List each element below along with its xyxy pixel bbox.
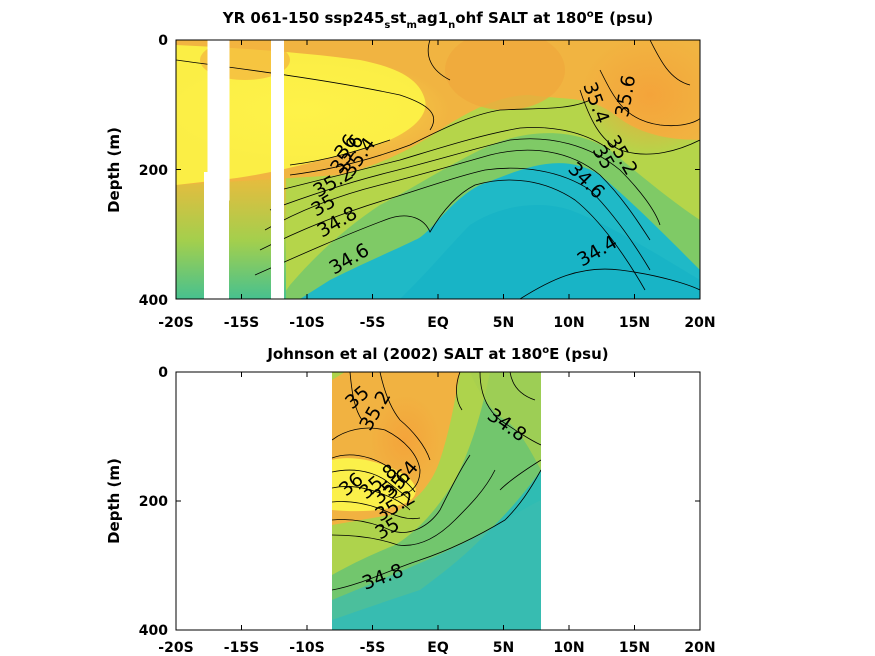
x-tick-label: 15N bbox=[619, 640, 650, 656]
panel-top-field: 36 35.6 35.4 35.2 35 34.8 34.6 34.4 35.4… bbox=[176, 40, 700, 299]
x-tick-label: 20N bbox=[684, 640, 715, 656]
x-tick-label: -10S bbox=[289, 315, 324, 331]
panel-bottom-xticks: -20S -15S -10S -5S EQ 5N 10N 15N 20N bbox=[158, 640, 715, 656]
panel-top-title: YR 061-150 ssp245sstmag1nohf SALT at 180… bbox=[222, 9, 653, 31]
y-tick-label: 400 bbox=[139, 623, 168, 639]
panel-bottom-field: 35 35.2 36 35.8 35.6 35.4 35.2 35 34.8 3… bbox=[332, 372, 541, 630]
panel-bottom-ticks bbox=[176, 372, 700, 630]
x-tick-label: 10N bbox=[553, 315, 584, 331]
panel-top-ylabel: Depth (m) bbox=[105, 127, 123, 213]
y-tick-label: 0 bbox=[158, 33, 168, 49]
y-tick-label: 200 bbox=[139, 494, 168, 510]
x-tick-label: -20S bbox=[158, 315, 193, 331]
panel-bottom: Johnson et al (2002) SALT at 180oE (psu) bbox=[105, 345, 716, 656]
y-tick-label: 200 bbox=[139, 163, 168, 179]
panel-bottom-yticks: 0 200 400 bbox=[139, 365, 168, 639]
x-tick-label: -20S bbox=[158, 640, 193, 656]
panel-bottom-ylabel: Depth (m) bbox=[105, 458, 123, 544]
x-tick-label: EQ bbox=[427, 315, 449, 331]
y-tick-label: 0 bbox=[158, 365, 168, 381]
x-tick-label: 15N bbox=[619, 315, 650, 331]
x-tick-label: -15S bbox=[224, 315, 259, 331]
missing-column bbox=[271, 40, 284, 299]
panel-top: YR 061-150 ssp245sstmag1nohf SALT at 180… bbox=[105, 9, 716, 331]
x-tick-label: 10N bbox=[553, 640, 584, 656]
panel-top-ticks bbox=[176, 40, 700, 299]
missing-column bbox=[204, 172, 229, 299]
x-tick-label: -15S bbox=[224, 640, 259, 656]
x-tick-label: 5N bbox=[493, 640, 514, 656]
panel-top-yticks: 0 200 400 bbox=[139, 33, 168, 309]
x-tick-label: -10S bbox=[289, 640, 324, 656]
x-tick-label: 5N bbox=[493, 315, 514, 331]
panel-bottom-title: Johnson et al (2002) SALT at 180oE (psu) bbox=[266, 345, 608, 363]
x-tick-label: -5S bbox=[360, 315, 386, 331]
x-tick-label: 20N bbox=[684, 315, 715, 331]
x-tick-label: -5S bbox=[360, 640, 386, 656]
x-tick-label: EQ bbox=[427, 640, 449, 656]
y-tick-label: 400 bbox=[139, 293, 168, 309]
panel-top-xticks: -20S -15S -10S -5S EQ 5N 10N 15N 20N bbox=[158, 315, 715, 331]
